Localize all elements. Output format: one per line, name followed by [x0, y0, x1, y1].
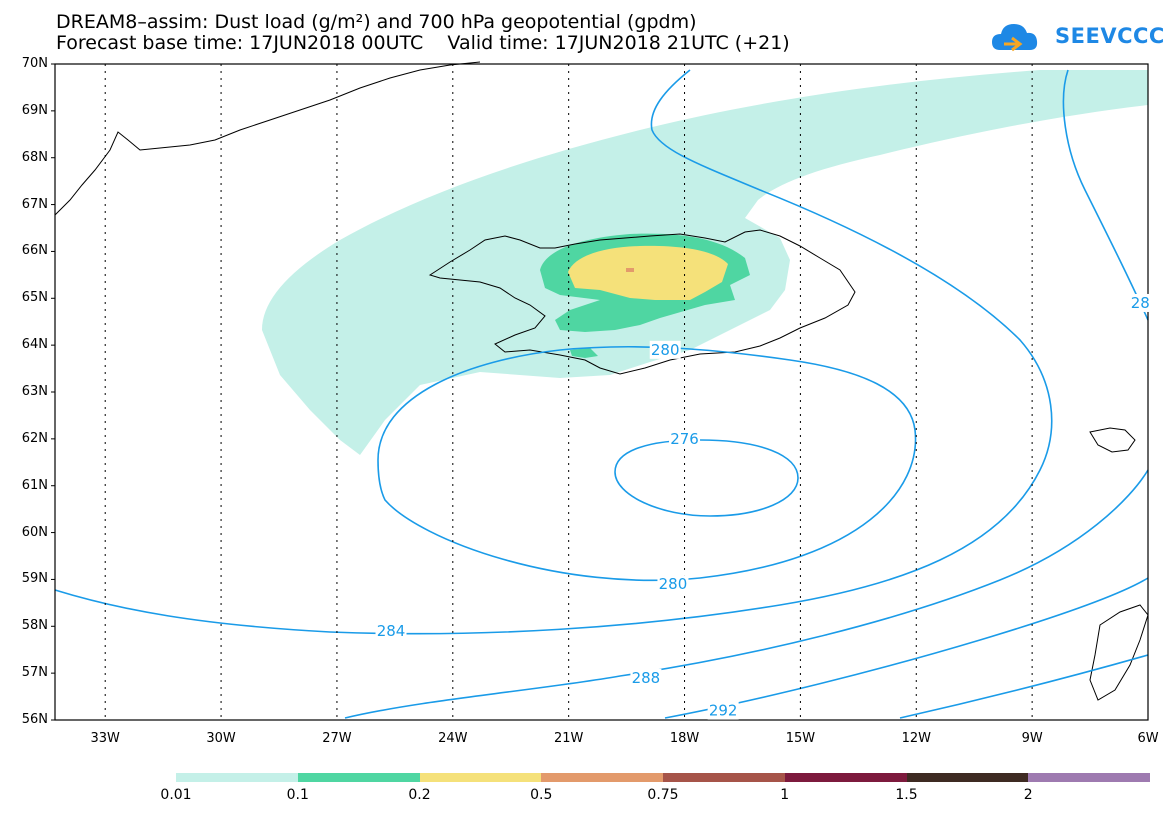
contour-label-background — [707, 701, 739, 720]
longitude-label: 24W — [438, 731, 468, 746]
colorbar-label: 0.1 — [286, 787, 309, 803]
logo-text: SEEVCCC — [1055, 24, 1165, 48]
latitude-label: 68N — [21, 149, 48, 165]
dust-region-0.1b — [570, 348, 598, 358]
contour-label-background — [657, 575, 689, 594]
contour-label: 28 — [1131, 294, 1150, 312]
latitude-label: 56N — [21, 712, 48, 727]
contour-label-background — [649, 340, 681, 359]
coastlines — [54, 61, 1149, 701]
colorbar-label: 0.01 — [160, 787, 192, 803]
contour-labels: 280 276 280 284 288 292 28 — [375, 293, 1152, 720]
latitude-label: 60N — [21, 524, 48, 540]
colorbar-swatch — [297, 773, 420, 782]
latitude-label: 62N — [21, 430, 48, 446]
coast-scotland — [1089, 604, 1149, 701]
contour-label: 288 — [632, 669, 661, 687]
latitude-label: 70N — [21, 56, 48, 71]
longitude-label: 9W — [1021, 731, 1043, 746]
contour-292 — [664, 577, 1149, 719]
coast-faroe — [1089, 427, 1136, 453]
contour-label-background — [630, 668, 662, 687]
map-title: DREAM8–assim: Dust load (g/m²) and 700 h… — [56, 11, 697, 33]
latitude-label: 58N — [21, 618, 48, 634]
contour-28x — [1062, 69, 1149, 321]
latitude-label: 69N — [21, 102, 48, 118]
colorbar-label: 2 — [1023, 787, 1033, 803]
latitude-label: 61N — [21, 477, 48, 493]
dust-region-0.2 — [568, 245, 728, 300]
colorbar-swatch — [784, 773, 907, 782]
contour-label: 292 — [709, 702, 738, 720]
longitude-label: 30W — [206, 731, 236, 746]
contour-label: 276 — [670, 430, 699, 448]
contour-label-background — [1129, 293, 1152, 312]
colorbar-label: 1 — [780, 787, 790, 803]
colorbar-swatch — [541, 773, 663, 782]
longitude-label: 21W — [553, 731, 584, 746]
contour-296 — [899, 654, 1149, 719]
colorbar-swatch — [906, 773, 1029, 782]
cloud-icon — [992, 24, 1038, 52]
map-subtitle: Forecast base time: 17JUN2018 00UTC Vali… — [56, 32, 790, 54]
contour-label: 280 — [651, 341, 680, 359]
latitude-label: 64N — [21, 337, 48, 353]
colorbar-swatch — [176, 773, 298, 782]
contour-label-background — [669, 429, 701, 448]
colorbar-swatch — [663, 773, 785, 782]
colorbar-label: 0.75 — [647, 787, 679, 803]
colorbar-label: 1.5 — [895, 787, 918, 803]
colorbar-label: 0.5 — [530, 787, 553, 803]
latitude-label: 59N — [21, 571, 48, 587]
geopotential-contours — [54, 69, 1149, 719]
latitude-label: 63N — [21, 384, 48, 399]
colorbar — [176, 773, 1150, 782]
longitude-label: 33W — [90, 731, 120, 746]
contour-280 — [377, 345, 917, 582]
longitude-label: 6W — [1137, 731, 1159, 746]
latitude-label: 66N — [21, 243, 48, 259]
latitude-label: 65N — [21, 290, 48, 306]
contour-label: 284 — [377, 622, 406, 640]
coast-greenland — [54, 61, 481, 216]
contour-288 — [344, 469, 1149, 719]
longitude-label: 12W — [901, 731, 931, 746]
longitude-label: 15W — [785, 731, 816, 746]
contour-284 — [54, 69, 1053, 635]
colorbar-swatch — [419, 773, 542, 782]
colorbar-label: 0.2 — [408, 787, 431, 803]
latitude-label: 57N — [21, 665, 48, 681]
contour-label-background — [375, 621, 407, 640]
contour-276 — [614, 439, 799, 517]
latitude-label: 67N — [21, 196, 48, 212]
coast-iceland — [428, 229, 856, 375]
colorbar-swatch — [1028, 773, 1150, 782]
longitude-label: 18W — [669, 731, 700, 746]
contour-label: 280 — [659, 575, 688, 593]
longitude-label: 27W — [322, 731, 352, 746]
dust-region-0.5 — [626, 268, 634, 272]
dust-shading — [262, 70, 1148, 455]
